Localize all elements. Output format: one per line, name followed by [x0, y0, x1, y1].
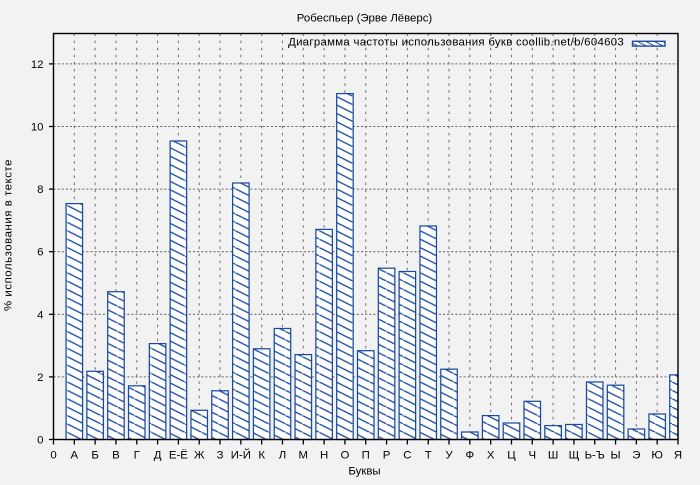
svg-text:К: К [258, 449, 265, 461]
svg-text:И-Й: И-Й [231, 448, 251, 461]
svg-text:Ы: Ы [611, 449, 621, 461]
svg-text:Ю: Ю [651, 449, 663, 461]
svg-text:Ш: Ш [548, 449, 558, 461]
svg-text:А: А [71, 449, 79, 461]
svg-text:8: 8 [37, 184, 43, 196]
svg-text:Ь-Ъ: Ь-Ъ [585, 449, 605, 461]
svg-text:Л: Л [279, 449, 286, 461]
svg-text:В: В [112, 449, 120, 461]
svg-text:0: 0 [37, 435, 43, 447]
svg-text:Буквы: Буквы [348, 465, 380, 477]
svg-text:Э: Э [632, 449, 640, 461]
svg-text:12: 12 [31, 59, 44, 71]
svg-text:Робеспьер (Эрве Лёверс): Робеспьер (Эрве Лёверс) [297, 12, 433, 24]
svg-text:Т: Т [425, 449, 432, 461]
svg-text:2: 2 [37, 372, 43, 384]
svg-text:Ч: Ч [528, 449, 536, 461]
svg-text:Я: Я [674, 449, 682, 461]
svg-text:Ф: Ф [465, 449, 474, 461]
svg-text:Диаграмма частоты использовани: Диаграмма частоты использования букв coo… [288, 37, 624, 49]
svg-text:З: З [217, 449, 224, 461]
svg-text:М: М [299, 449, 309, 461]
svg-text:4: 4 [37, 309, 43, 321]
svg-text:Д: Д [154, 449, 162, 461]
svg-text:П: П [362, 449, 370, 461]
svg-text:Х: Х [487, 449, 495, 461]
svg-text:О: О [340, 449, 349, 461]
svg-text:Н: Н [320, 449, 328, 461]
svg-text:10: 10 [31, 122, 44, 134]
svg-text:У: У [445, 449, 453, 461]
svg-text:0: 0 [50, 449, 56, 461]
svg-text:Г: Г [134, 449, 140, 461]
svg-text:Е-Ё: Е-Ё [169, 449, 188, 461]
svg-text:6: 6 [37, 247, 43, 259]
svg-text:Б: Б [91, 449, 98, 461]
svg-text:Ж: Ж [194, 449, 205, 461]
svg-text:Ц: Ц [507, 449, 516, 461]
svg-text:% использования в тексте: % использования в тексте [3, 159, 15, 311]
svg-text:Щ: Щ [569, 449, 580, 461]
svg-text:Р: Р [383, 449, 391, 461]
svg-text:С: С [403, 449, 411, 461]
